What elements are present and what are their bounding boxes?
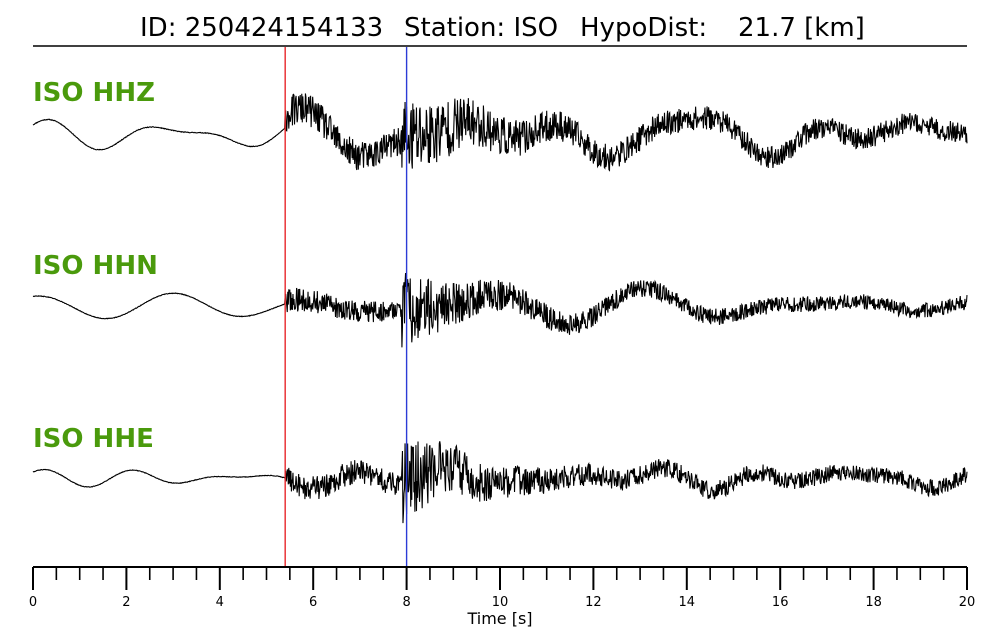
x-tick-label: 18 (865, 595, 882, 610)
trace-labels-group: ISO HHZ ISO HHN ISO HHE (33, 78, 158, 454)
x-axis-label: Time [s] (466, 609, 532, 628)
trace-waveform (32, 272, 968, 348)
chart-title: ID: 250424154133 Station: ISO HypoDist: … (140, 13, 865, 43)
x-tick-label: 10 (492, 595, 509, 610)
x-tick-label: 14 (679, 595, 696, 610)
trace-label: ISO HHN (33, 251, 158, 281)
x-tick-label: 2 (122, 595, 130, 610)
trace-waveform (32, 441, 968, 524)
time-axis-ticks: 0 2 4 6 8 10 12 14 16 18 20 (29, 567, 975, 610)
title-hypodist-value: 21.7 [km] (738, 13, 865, 43)
x-tick-label: 20 (959, 595, 976, 610)
x-tick-label: 8 (402, 595, 410, 610)
pick-markers-group (284, 47, 408, 566)
trace-label: ISO HHE (33, 424, 154, 454)
x-tick-label: 0 (29, 595, 37, 610)
title-hypodist-label: HypoDist: (580, 13, 707, 43)
x-tick-label: 4 (216, 595, 224, 610)
title-station: Station: ISO (404, 13, 558, 43)
trace-label: ISO HHZ (33, 78, 155, 108)
x-tick-label: 16 (772, 595, 789, 610)
x-tick-label: 12 (585, 595, 602, 610)
traces-group (32, 93, 968, 524)
time-axis: 0 2 4 6 8 10 12 14 16 18 20 Time [s] (29, 566, 975, 628)
title-event-id: ID: 250424154133 (140, 13, 383, 43)
x-tick-label: 6 (309, 595, 317, 610)
trace-waveform (32, 93, 968, 172)
